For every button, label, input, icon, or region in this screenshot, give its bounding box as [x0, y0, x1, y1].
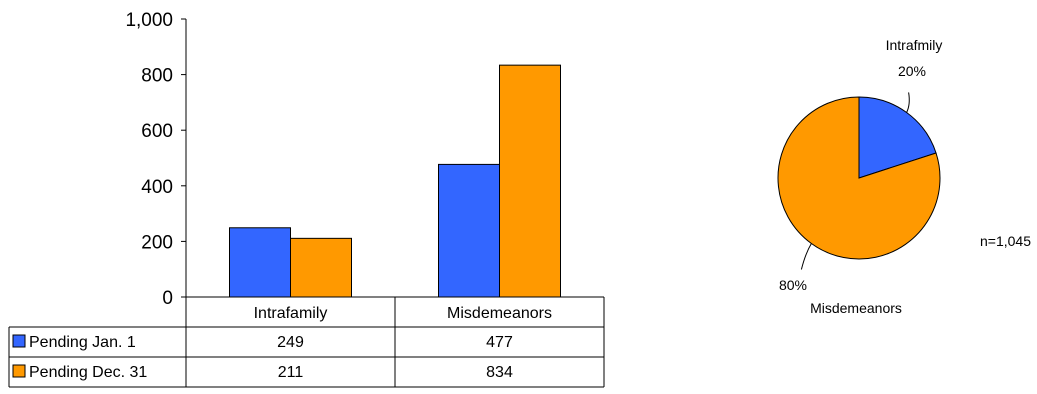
bar-1-0: [290, 237, 352, 298]
y-tick-label: 1,000: [125, 10, 173, 31]
data-table-value: 834: [486, 364, 513, 381]
pie-chart: Intrafmily 20% 80%Misdemeanors n=1,045: [777, 37, 1031, 316]
pie-slice-1: [777, 96, 941, 260]
bar-chart: 0 200 400 600 800 1,000 Intrafamily Misdemeano…: [8, 10, 605, 388]
y-tick-label: 200: [141, 232, 173, 253]
bar-1-1: [499, 64, 561, 298]
pie-label-percent: 20%: [898, 63, 926, 79]
y-tick-label: 600: [141, 121, 173, 142]
legend-swatch: [12, 364, 26, 378]
legend-swatch: [12, 334, 26, 348]
legend-label: Pending Jan. 1: [29, 334, 136, 351]
pie-leader-line: [800, 243, 812, 270]
data-table-value: 477: [486, 334, 513, 351]
y-tick-label: 0: [162, 288, 173, 309]
pie-label-percent: 80%: [779, 277, 807, 293]
y-tick-label: 400: [141, 177, 173, 198]
pie-label-name: Misdemeanors: [810, 300, 902, 316]
bar-0-0: [229, 227, 291, 298]
pie-label-name: Intrafmily: [886, 37, 943, 53]
pie-leader-line: [906, 92, 910, 113]
legend-label: Pending Dec. 31: [29, 364, 147, 381]
data-table-value: 249: [277, 334, 304, 351]
sample-size-annotation: n=1,045: [980, 233, 1031, 249]
data-table-value: 211: [278, 364, 304, 381]
bar-0-1: [438, 163, 500, 298]
x-category-label: Misdemeanors: [447, 305, 552, 322]
x-category-label: Intrafamily: [254, 305, 328, 322]
y-tick-label: 800: [141, 66, 173, 87]
